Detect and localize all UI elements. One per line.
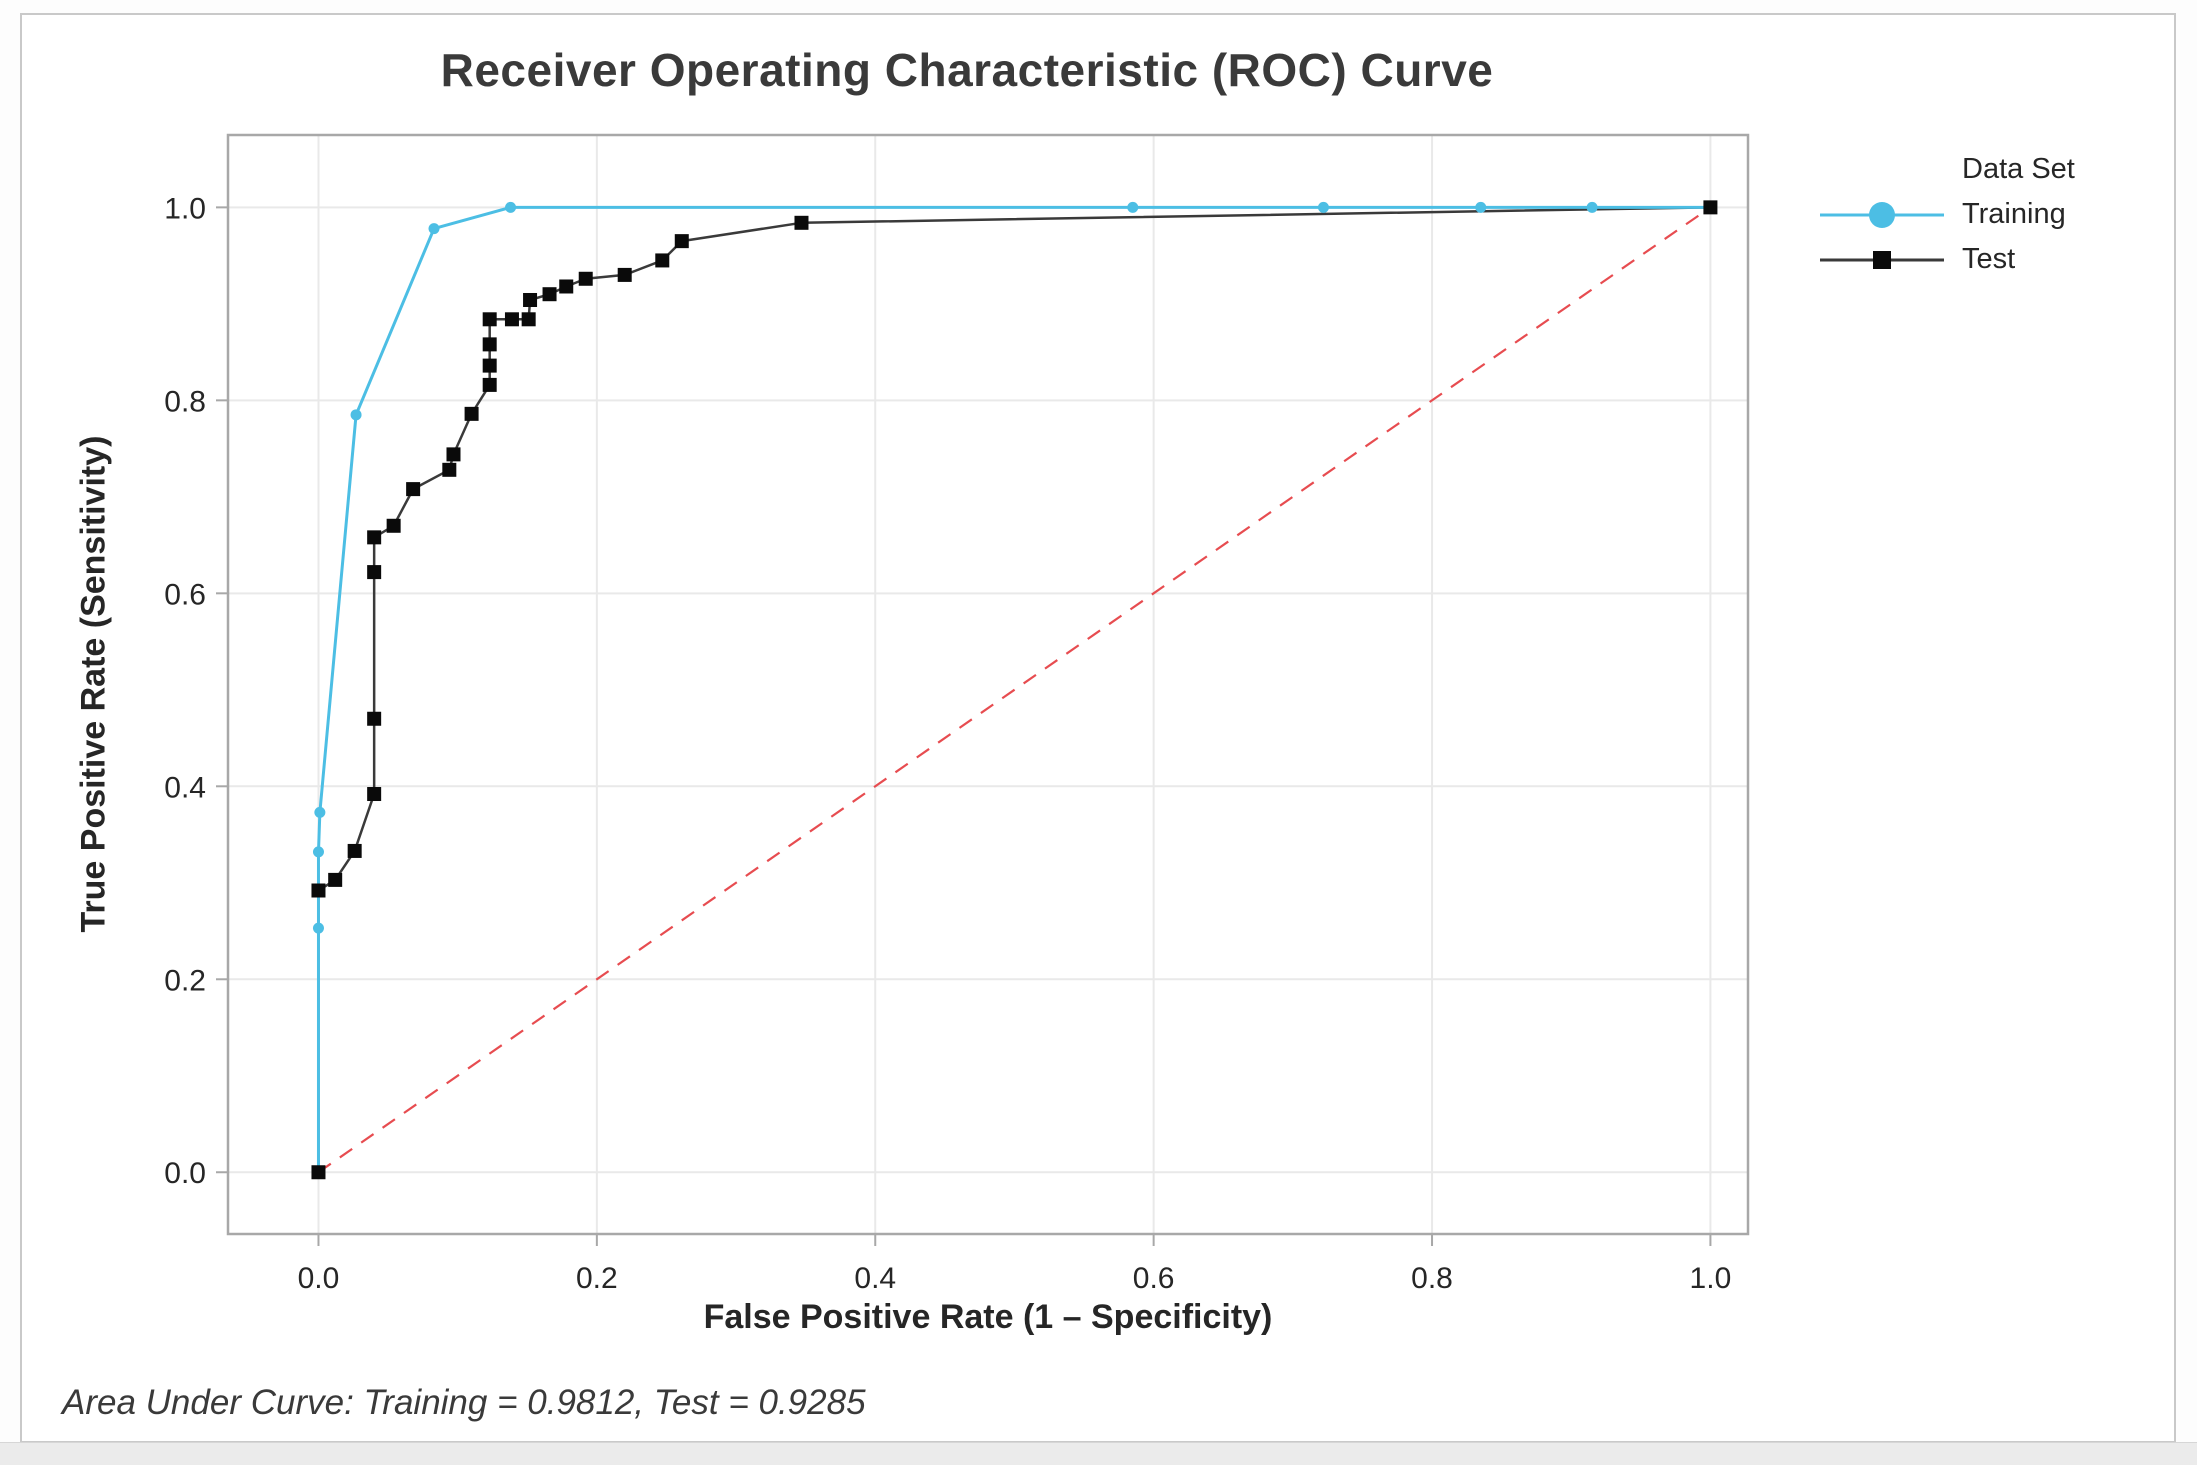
x-tick-label: 0.6 — [1133, 1262, 1175, 1295]
y-tick-label: 1.0 — [164, 192, 206, 225]
legend: Data Set Training Test — [1812, 147, 2075, 282]
x-axis-title: False Positive Rate (1 – Specificity) — [703, 1298, 1273, 1336]
legend-item-test: Test — [1812, 237, 2075, 282]
reference-diagonal-line — [317, 206, 1712, 1174]
chart-title: Receiver Operating Characteristic (ROC) … — [440, 44, 1494, 96]
legend-label-training: Training — [1962, 198, 2066, 230]
axis-ticks: 0.0 0.2 0.4 0.6 0.8 1.0 0.0 0.2 0.4 0.6 0.8 1.0 — [164, 192, 1731, 1295]
x-tick-label: 0.0 — [298, 1262, 340, 1295]
gridlines — [228, 135, 1748, 1234]
bottom-edge-strip — [0, 1442, 2197, 1465]
y-tick-label: 0.0 — [164, 1157, 206, 1190]
plot-border — [226, 133, 1750, 1236]
chart-card: Receiver Operating Characteristic (ROC) … — [20, 13, 2176, 1443]
y-axis-title-text: True Positive Rate (Sensitivity) — [74, 435, 113, 933]
legend-item-training: Training — [1812, 192, 2075, 237]
y-tick-label: 0.4 — [164, 771, 206, 804]
x-tick-label: 0.8 — [1411, 1262, 1453, 1295]
series-markers-test — [311, 200, 1718, 1180]
y-tick-label: 0.6 — [164, 578, 206, 611]
y-tick-label: 0.2 — [164, 964, 206, 997]
legend-marker-square-icon — [1820, 250, 1944, 269]
series-line-training — [316, 205, 1711, 1173]
roc-plot-svg: 0.0 0.2 0.4 0.6 0.8 1.0 0.0 0.2 0.4 0.6 0.8 1.0 — [164, 133, 1750, 1295]
y-tick-label: 0.8 — [164, 385, 206, 418]
series-line-test — [317, 206, 1711, 1173]
legend-header-row: Data Set — [1812, 147, 2075, 192]
legend-marker-circle-icon — [1820, 201, 1944, 228]
legend-title: Data Set — [1962, 153, 2075, 185]
legend-label-test: Test — [1962, 243, 2016, 275]
x-tick-label: 1.0 — [1690, 1262, 1732, 1295]
x-tick-label: 0.4 — [854, 1262, 896, 1295]
auc-annotation: Area Under Curve: Training = 0.9812, Tes… — [62, 1383, 866, 1422]
x-tick-label: 0.2 — [576, 1262, 618, 1295]
